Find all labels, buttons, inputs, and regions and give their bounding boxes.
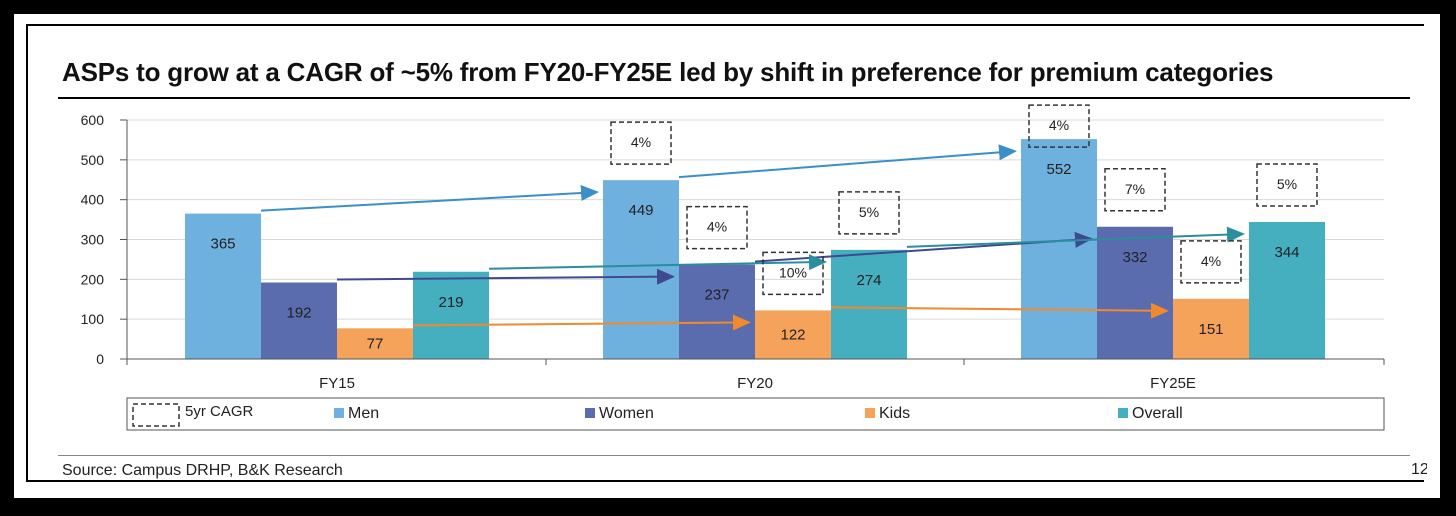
legend-label-overall: Overall	[1132, 405, 1183, 422]
data-label: 219	[438, 294, 463, 311]
x-tick-label: FY15	[319, 375, 355, 392]
data-label: 344	[1274, 244, 1299, 261]
y-tick-label: 500	[81, 152, 105, 168]
y-tick-label: 300	[81, 232, 105, 248]
data-label: 332	[1122, 249, 1147, 266]
y-tick-label: 400	[81, 192, 105, 208]
trend-arrow-overall	[488, 254, 827, 271]
cagr-box	[1028, 104, 1090, 148]
cagr-box	[686, 205, 748, 250]
bar-men	[185, 213, 261, 359]
legend-swatch-overall	[1118, 408, 1128, 418]
cagr-box	[1256, 163, 1318, 207]
bar-overall	[831, 249, 907, 359]
data-label: 237	[704, 287, 729, 304]
bar-kids	[1173, 298, 1249, 359]
cagr-label: 5%	[1277, 176, 1297, 192]
data-label: 122	[780, 327, 805, 344]
cagr-label: 4%	[1201, 253, 1221, 269]
trend-arrows	[260, 144, 1245, 331]
legend-cagr-swatch	[132, 403, 180, 427]
legend-cagr-label: 5yr CAGR	[185, 403, 254, 420]
trend-arrow-kids	[412, 314, 751, 331]
cagr-label: 4%	[707, 219, 727, 235]
title-divider	[58, 97, 1410, 99]
page-number: 12	[1411, 461, 1427, 478]
chart-title: ASPs to grow at a CAGR of ~5% from FY20-…	[62, 57, 1274, 87]
cagr-label: 4%	[1049, 117, 1069, 133]
y-tick-label: 100	[81, 311, 105, 327]
bars	[185, 139, 1325, 359]
x-tick-label: FY25E	[1150, 375, 1196, 392]
cagr-box	[1104, 168, 1166, 212]
bar-women	[261, 282, 337, 359]
cagr-box	[762, 251, 824, 296]
bar-overall	[413, 271, 489, 359]
y-tick-label: 600	[81, 112, 105, 128]
slide-border	[26, 24, 1424, 482]
cagr-label: 4%	[631, 134, 651, 150]
trend-arrow-men	[678, 144, 1017, 179]
y-tick-label: 0	[96, 351, 104, 367]
cagr-label: 10%	[779, 264, 807, 280]
gridlines	[127, 119, 1384, 320]
data-labels: 365 449 552 192 237 332 77 122 151 219 274 344	[210, 161, 1299, 353]
legend-swatch-men	[334, 408, 344, 418]
legend: 5yr CAGR Men Women Kids Overall	[126, 397, 1385, 431]
trend-arrow-kids	[830, 302, 1169, 319]
data-label: 77	[367, 336, 384, 353]
legend-label-kids: Kids	[879, 405, 910, 422]
legend-swatch-kids	[865, 408, 875, 418]
bar-kids	[337, 328, 413, 359]
trend-arrow-women	[336, 268, 675, 285]
data-label: 192	[286, 305, 311, 322]
data-label: 151	[1198, 321, 1223, 338]
data-label: 274	[856, 272, 881, 289]
trend-arrow-overall	[906, 226, 1245, 248]
bar-women	[1097, 226, 1173, 359]
cagr-label: 7%	[1125, 181, 1145, 197]
bar-kids	[755, 310, 831, 359]
trend-arrow-men	[260, 185, 599, 212]
legend-label-men: Men	[348, 405, 379, 422]
axes: 0 100 200 300 400 500 600 FY15 FY20 FY25E	[81, 112, 1385, 392]
data-label: 449	[628, 202, 653, 219]
cagr-label: 5%	[859, 204, 879, 220]
legend-swatch-women	[585, 408, 595, 418]
bar-women	[679, 264, 755, 359]
footer-divider	[58, 455, 1410, 456]
source-note: Source: Campus DRHP, B&K Research	[62, 462, 343, 479]
cagr-boxes: 4% 4% 4% 7% 10% 4% 5% 5%	[610, 104, 1318, 296]
legend-box	[126, 397, 1385, 431]
cagr-box	[1180, 240, 1242, 284]
data-label: 552	[1046, 161, 1071, 178]
legend-label-women: Women	[599, 405, 654, 422]
bar-men	[1021, 139, 1097, 359]
cagr-box	[610, 121, 672, 165]
x-tick-label: FY20	[737, 375, 773, 392]
bar-overall	[1249, 221, 1325, 359]
cagr-box	[838, 191, 900, 235]
data-label: 365	[210, 236, 235, 253]
y-tick-label: 200	[81, 271, 105, 287]
